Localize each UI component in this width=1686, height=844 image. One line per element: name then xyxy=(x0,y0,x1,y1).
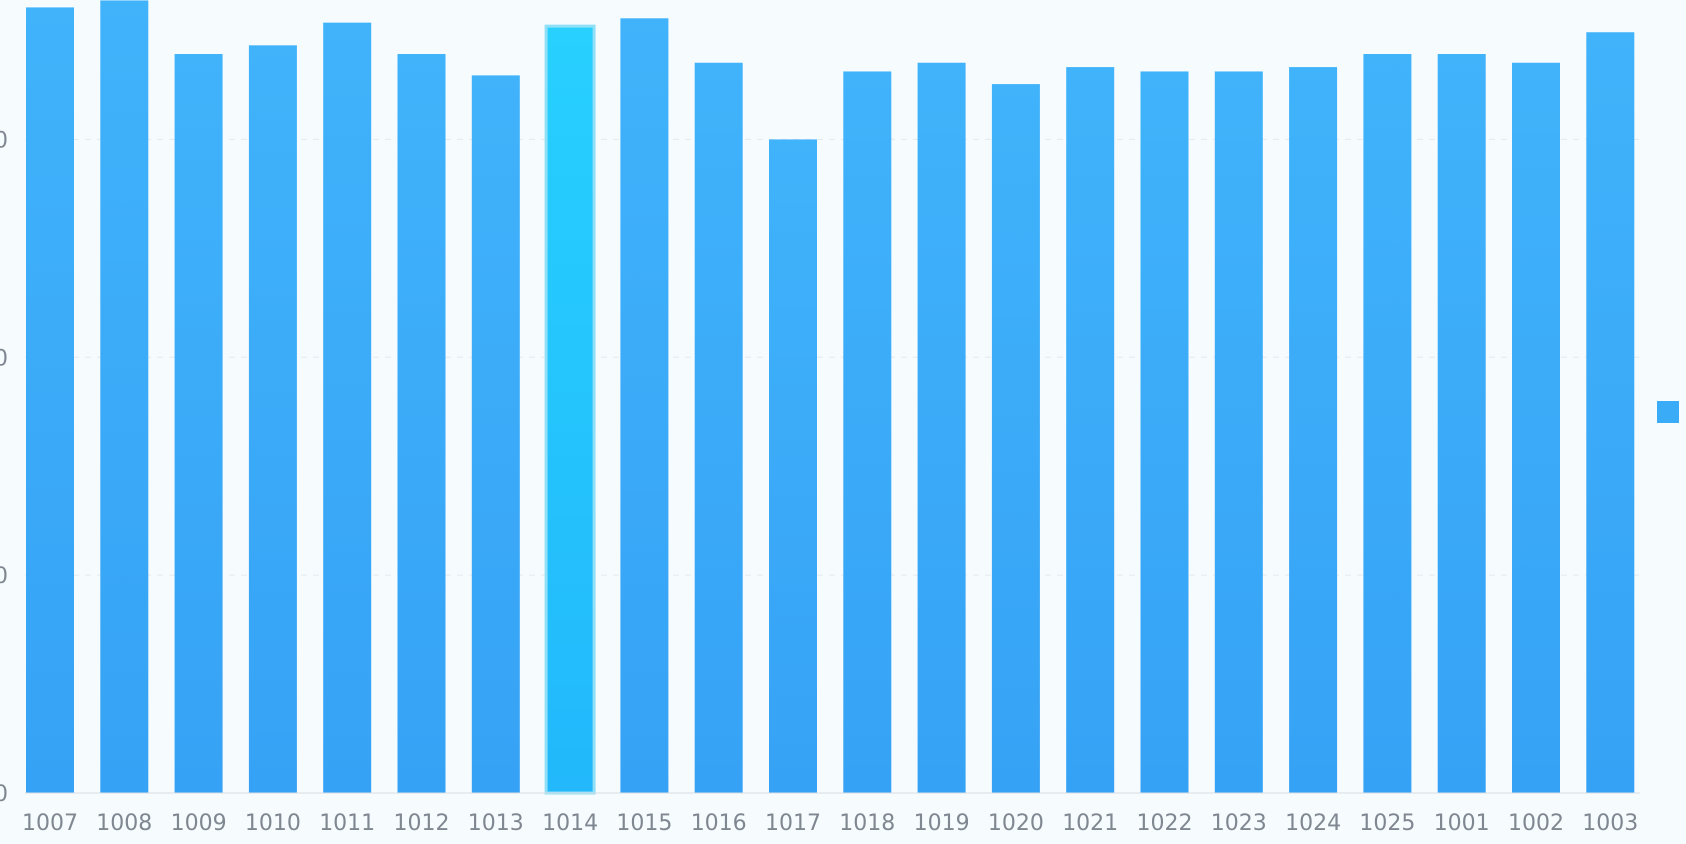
x-tick-label: 1023 xyxy=(1211,811,1267,836)
bar[interactable] xyxy=(1512,62,1560,793)
bar[interactable] xyxy=(1066,67,1115,794)
bar[interactable] xyxy=(991,84,1040,794)
x-tick-label: 1021 xyxy=(1062,811,1118,836)
x-tick-label: 1009 xyxy=(171,811,227,836)
bar[interactable] xyxy=(397,54,446,794)
x-tick-label: 1022 xyxy=(1137,811,1193,836)
x-tick-label: 1007 xyxy=(22,811,78,836)
x-tick-label: 1010 xyxy=(245,811,301,836)
bar[interactable] xyxy=(471,75,520,794)
bar[interactable] xyxy=(620,18,669,794)
y-tick-label: 0 xyxy=(0,782,8,807)
bar[interactable] xyxy=(917,62,966,793)
x-tick-label: 1020 xyxy=(988,811,1044,836)
bar[interactable] xyxy=(1214,71,1263,793)
bar[interactable] xyxy=(843,71,892,793)
bars xyxy=(26,0,1635,795)
y-tick-label: 0 xyxy=(0,346,8,371)
bar-highlighted[interactable] xyxy=(544,24,596,795)
y-axis-ticks: 0 0 0 0 xyxy=(0,128,8,807)
x-tick-label: 1015 xyxy=(616,811,672,836)
x-tick-label: 1002 xyxy=(1508,811,1564,836)
bar[interactable] xyxy=(1437,54,1486,794)
bar[interactable] xyxy=(1140,71,1189,793)
x-tick-label: 1014 xyxy=(542,811,598,836)
bar[interactable] xyxy=(1586,32,1635,793)
x-tick-label: 1001 xyxy=(1434,811,1490,836)
bar[interactable] xyxy=(1363,54,1412,794)
legend-swatch[interactable] xyxy=(1657,401,1679,423)
x-tick-label: 1017 xyxy=(765,811,821,836)
x-tick-label: 1025 xyxy=(1359,811,1415,836)
bar[interactable] xyxy=(323,22,372,793)
x-axis-ticks: 1007 1008 1009 1010 1011 1012 1013 1014 1015 1016… xyxy=(22,811,1638,836)
bar[interactable] xyxy=(26,7,74,793)
bar[interactable] xyxy=(769,139,817,793)
y-tick-label: 0 xyxy=(0,564,8,589)
bar[interactable] xyxy=(174,54,223,794)
y-tick-label: 0 xyxy=(0,128,8,153)
x-tick-label: 1016 xyxy=(691,811,747,836)
x-tick-label: 1018 xyxy=(839,811,895,836)
bar[interactable] xyxy=(694,62,743,793)
x-tick-label: 1019 xyxy=(914,811,970,836)
bar[interactable] xyxy=(248,45,297,794)
x-tick-label: 1013 xyxy=(468,811,524,836)
bar[interactable] xyxy=(100,0,149,793)
x-tick-label: 1011 xyxy=(319,811,375,836)
x-tick-label: 1012 xyxy=(394,811,450,836)
x-tick-label: 1003 xyxy=(1582,811,1638,836)
bar[interactable] xyxy=(1289,67,1338,794)
x-tick-label: 1008 xyxy=(96,811,152,836)
x-tick-label: 1024 xyxy=(1285,811,1341,836)
